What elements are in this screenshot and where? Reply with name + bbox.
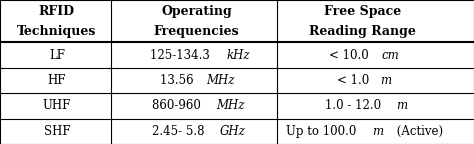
Text: < 1.0: < 1.0	[337, 74, 374, 87]
Text: MHz: MHz	[217, 99, 245, 112]
Text: HF: HF	[47, 74, 66, 87]
Text: 2.45- 5.8: 2.45- 5.8	[152, 125, 208, 138]
Text: m: m	[373, 125, 383, 138]
Text: cm: cm	[382, 49, 400, 62]
Text: Free Space: Free Space	[324, 5, 401, 18]
Text: MHz: MHz	[207, 74, 235, 87]
Text: GHz: GHz	[220, 125, 246, 138]
Text: 860-960: 860-960	[152, 99, 205, 112]
Text: 13.56: 13.56	[160, 74, 197, 87]
Text: Operating: Operating	[161, 5, 232, 18]
Text: Reading Range: Reading Range	[309, 25, 416, 38]
Text: Frequencies: Frequencies	[154, 25, 239, 38]
Text: UHF: UHF	[43, 99, 71, 112]
Text: m: m	[380, 74, 392, 87]
Text: RFID: RFID	[39, 5, 75, 18]
Text: Techniques: Techniques	[17, 25, 97, 38]
Text: (Active): (Active)	[392, 125, 443, 138]
Text: m: m	[396, 99, 407, 112]
Text: kHz: kHz	[226, 49, 250, 62]
Text: LF: LF	[49, 49, 65, 62]
Text: Up to 100.0: Up to 100.0	[286, 125, 360, 138]
Text: 1.0 - 12.0: 1.0 - 12.0	[326, 99, 385, 112]
Text: 125-134.3: 125-134.3	[150, 49, 213, 62]
Text: < 10.0: < 10.0	[329, 49, 373, 62]
Text: SHF: SHF	[44, 125, 70, 138]
